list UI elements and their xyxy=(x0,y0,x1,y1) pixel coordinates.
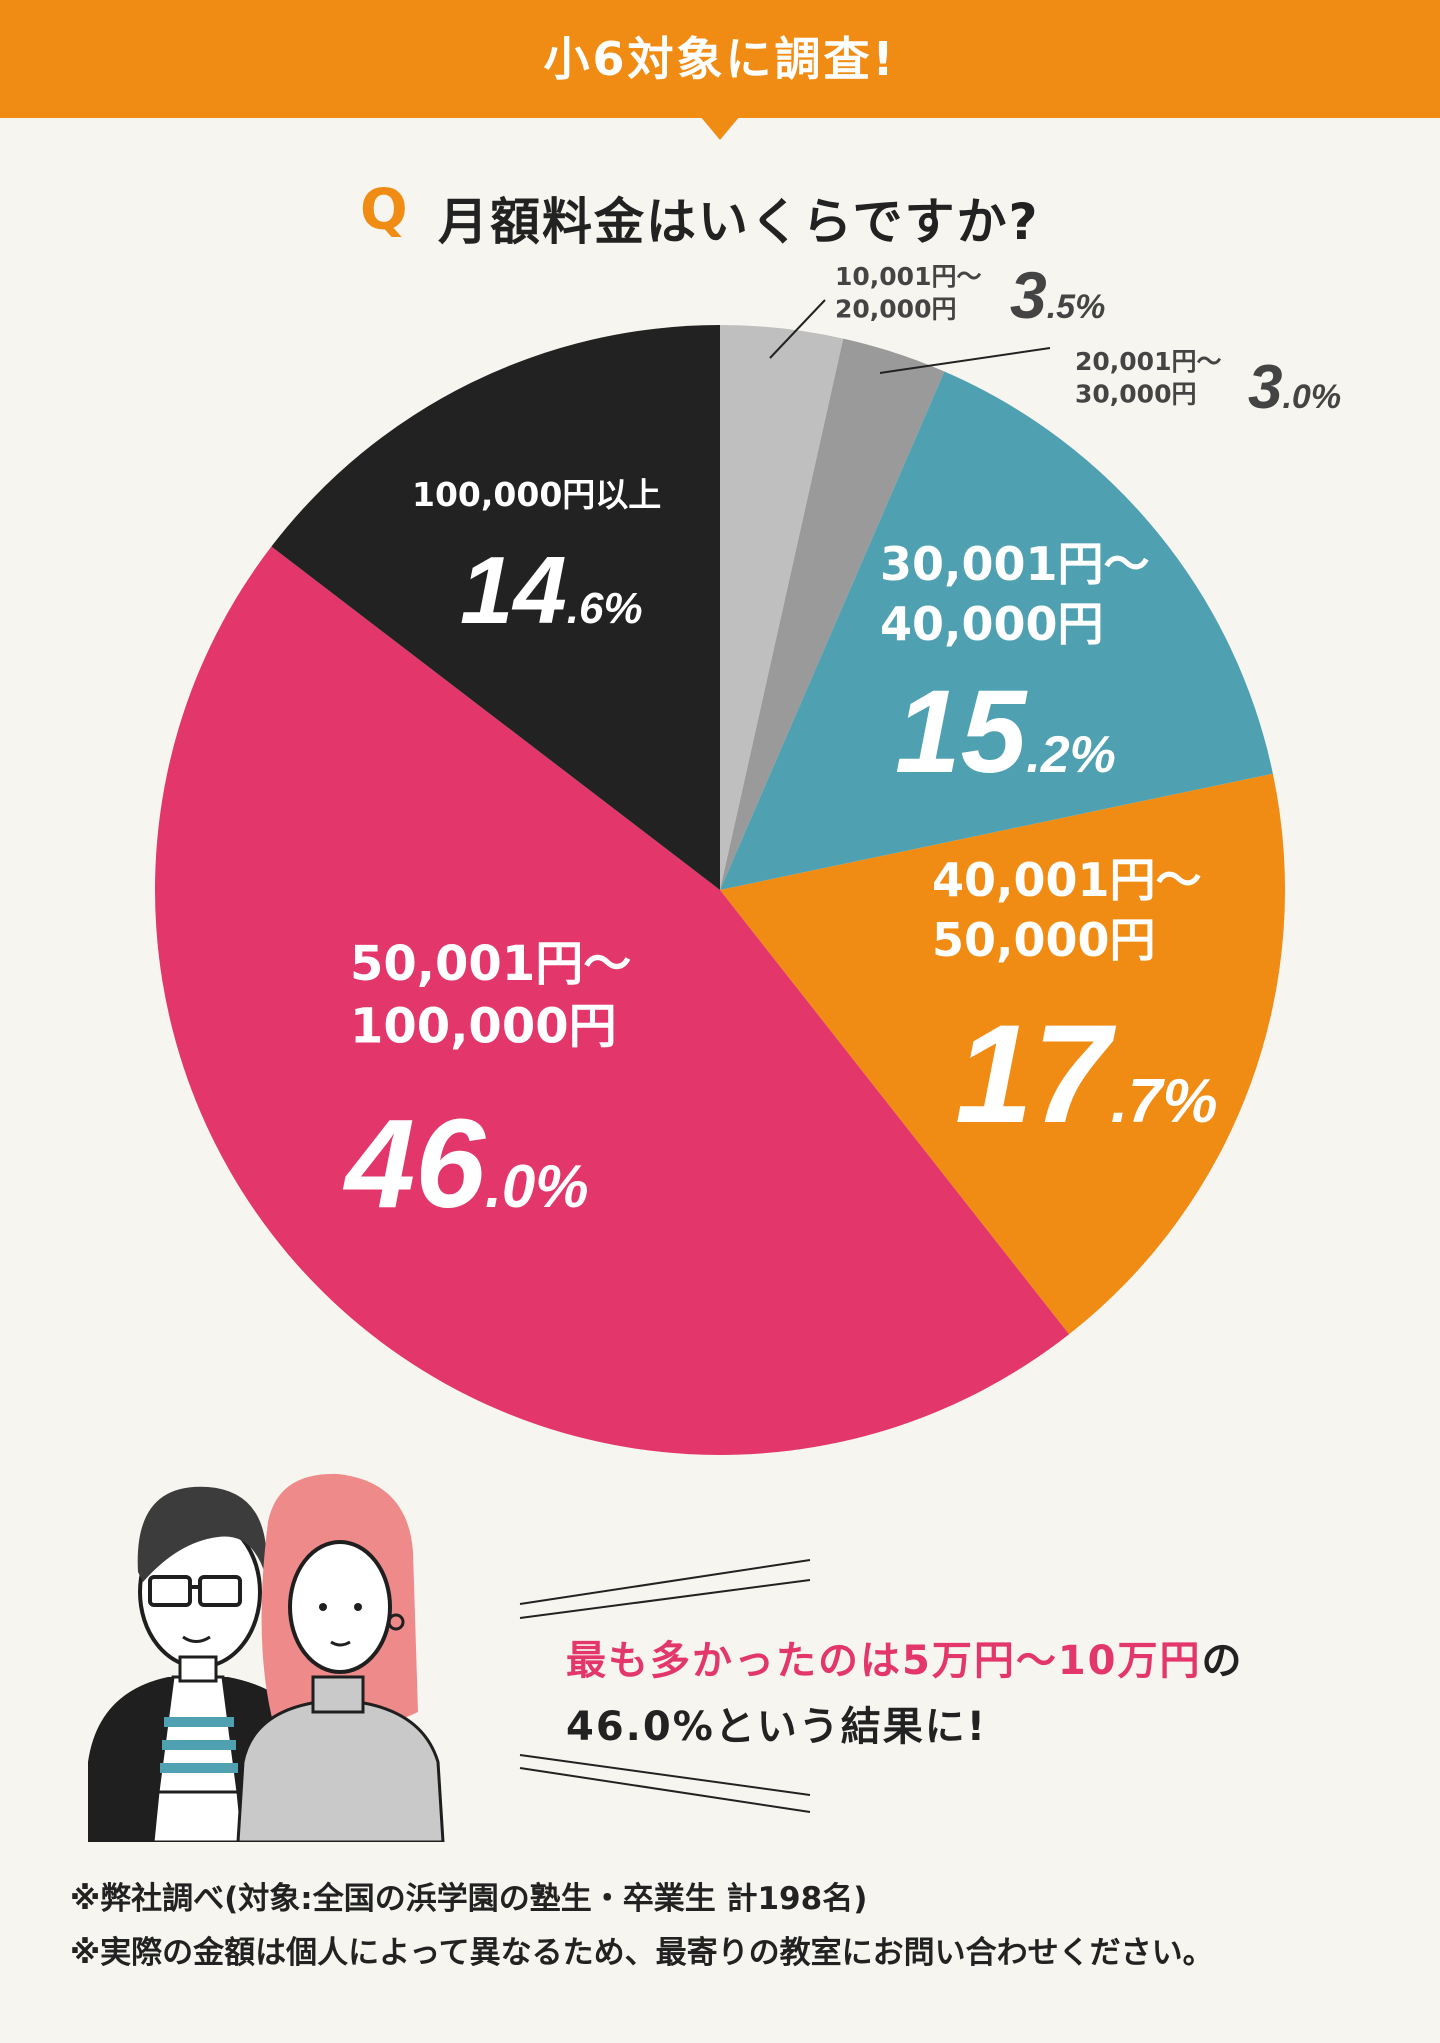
slice-label: 40,000円 xyxy=(880,597,1104,651)
pie-slice xyxy=(271,325,720,890)
pie-slice xyxy=(720,773,1285,1335)
slice-label: 30,001円〜 xyxy=(880,537,1150,591)
footnote-1: ※弊社調べ(対象:全国の浜学園の塾生・卒業生 計198名) xyxy=(70,1881,868,1917)
pie-slice xyxy=(155,546,1070,1455)
slice-label: 50,001円〜 xyxy=(350,936,631,992)
leader-line xyxy=(879,347,1051,374)
slice-percentage: 3.5% xyxy=(1010,258,1105,332)
slice-label: 40,001円〜 xyxy=(932,853,1202,907)
slice-label: 30,000円 xyxy=(1075,380,1196,409)
slice-percentage: 17.7% xyxy=(955,995,1218,1152)
banner-pointer xyxy=(700,116,740,140)
slice-label: 100,000円以上 xyxy=(412,475,661,514)
slice-percentage: 46.0% xyxy=(342,1093,589,1234)
pie-slice xyxy=(720,325,844,890)
woman-figure xyxy=(236,1473,445,1842)
slice-label: 10,001円〜 xyxy=(835,262,981,291)
footnotes: ※弊社調べ(対象:全国の浜学園の塾生・卒業生 計198名) ※実際の金額は個人に… xyxy=(70,1872,1214,1980)
caption-line-2: 46.0%という結果に! xyxy=(566,1704,988,1750)
pie-slice xyxy=(720,371,1273,890)
slice-label: 20,001円〜 xyxy=(1075,347,1221,376)
slice-percentage: 15.2% xyxy=(895,666,1116,798)
slice-label: 100,000円 xyxy=(350,998,617,1054)
slice-percentage: 14.6% xyxy=(460,537,643,644)
question-mark: Q xyxy=(360,178,408,243)
people-illustration xyxy=(88,1473,445,1842)
caption-highlight: 最も多かったのは5万円〜10万円 xyxy=(566,1638,1202,1684)
question-text: 月額料金はいくらですか? xyxy=(438,193,1040,251)
slice-label: 20,000円 xyxy=(835,295,956,324)
banner-title: 小6対象に調査! xyxy=(543,32,897,86)
caption-line-1-rest: の xyxy=(1201,1638,1244,1684)
slice-percentage: 3.0% xyxy=(1248,353,1341,422)
footnote-2: ※実際の金額は個人によって異なるため、最寄りの教室にお問い合わせください。 xyxy=(70,1935,1214,1971)
header-banner xyxy=(0,0,1440,118)
caption-line-1: 最も多かったのは5万円〜10万円の xyxy=(566,1628,1244,1694)
slice-label: 50,000円 xyxy=(932,913,1156,967)
pie-slice xyxy=(720,338,945,890)
leader-line xyxy=(769,299,826,359)
result-caption: 最も多かったのは5万円〜10万円の 46.0%という結果に! xyxy=(566,1628,1244,1760)
